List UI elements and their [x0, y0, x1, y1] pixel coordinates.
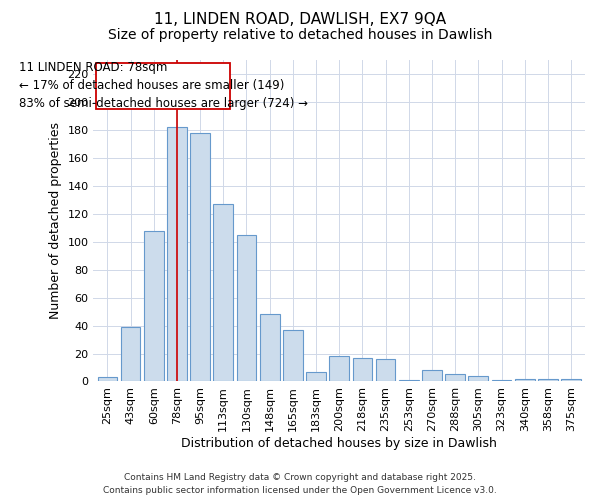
Bar: [422, 370, 442, 382]
Text: Contains HM Land Registry data © Crown copyright and database right 2025.
Contai: Contains HM Land Registry data © Crown c…: [103, 474, 497, 495]
Text: Size of property relative to detached houses in Dawlish: Size of property relative to detached ho…: [108, 28, 492, 42]
Bar: [399, 380, 419, 382]
Bar: [121, 327, 140, 382]
Bar: [538, 378, 558, 382]
Bar: [445, 374, 465, 382]
Bar: [190, 132, 210, 382]
Bar: [236, 234, 256, 382]
Bar: [491, 380, 511, 382]
Bar: [515, 378, 535, 382]
Bar: [306, 372, 326, 382]
Bar: [329, 356, 349, 382]
Text: 11 LINDEN ROAD: 78sqm
← 17% of detached houses are smaller (149)
83% of semi-det: 11 LINDEN ROAD: 78sqm ← 17% of detached …: [19, 62, 308, 110]
Bar: [98, 378, 117, 382]
Bar: [376, 359, 395, 382]
FancyBboxPatch shape: [96, 63, 230, 109]
Text: 11, LINDEN ROAD, DAWLISH, EX7 9QA: 11, LINDEN ROAD, DAWLISH, EX7 9QA: [154, 12, 446, 28]
Bar: [283, 330, 303, 382]
Bar: [260, 314, 280, 382]
Bar: [144, 230, 164, 382]
Bar: [214, 204, 233, 382]
Bar: [469, 376, 488, 382]
Bar: [353, 358, 372, 382]
Bar: [561, 378, 581, 382]
Bar: [167, 127, 187, 382]
X-axis label: Distribution of detached houses by size in Dawlish: Distribution of detached houses by size …: [181, 437, 497, 450]
Y-axis label: Number of detached properties: Number of detached properties: [49, 122, 62, 319]
